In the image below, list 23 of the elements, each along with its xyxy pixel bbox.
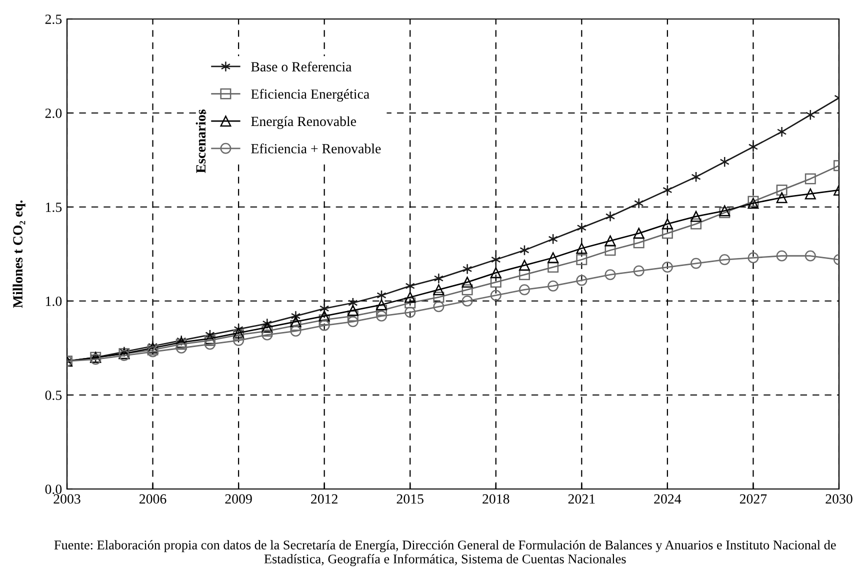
legend-label: Eficiencia Energética [251, 88, 370, 102]
x-tick-label: 2012 [311, 494, 338, 504]
y-tick-label: 1.5 [46, 202, 62, 212]
legend-label: Eficiencia + Renovable [251, 143, 381, 154]
source-note: Fuente: Elaboración propia con datos de la Secretaría de Energía, Dirección General de Formulación de Balances y Anuarios e Instituto Nacional de Estadística, Geografía e Informática, Sistema de Cuentas Nacionales [54, 540, 836, 566]
x-tick-label: 2027 [740, 494, 767, 504]
legend-title: Escenarios [196, 110, 206, 173]
y-tick-label: 2.5 [45, 14, 62, 24]
x-tick-label: 2006 [140, 494, 166, 504]
y-axis-title: Millones t CO₂ eq. [12, 200, 26, 308]
x-tick-label: 2015 [396, 494, 424, 504]
x-tick-label: 2021 [568, 494, 595, 504]
x-tick-label: 2018 [482, 494, 510, 504]
y-tick-label: 0.0 [45, 484, 62, 494]
y-tick-label: 2.0 [45, 108, 62, 118]
legend-label: Energía Renovable [251, 116, 356, 129]
x-tick-label: 2003 [54, 494, 80, 504]
x-tick-label: 2030 [826, 494, 852, 504]
x-tick-label: 2024 [654, 494, 682, 504]
legend-label: Base o Referencia [251, 62, 352, 72]
y-tick-label: 0.5 [45, 390, 62, 400]
y-tick-label: 1.0 [46, 296, 62, 306]
x-tick-label: 2009 [225, 494, 252, 504]
